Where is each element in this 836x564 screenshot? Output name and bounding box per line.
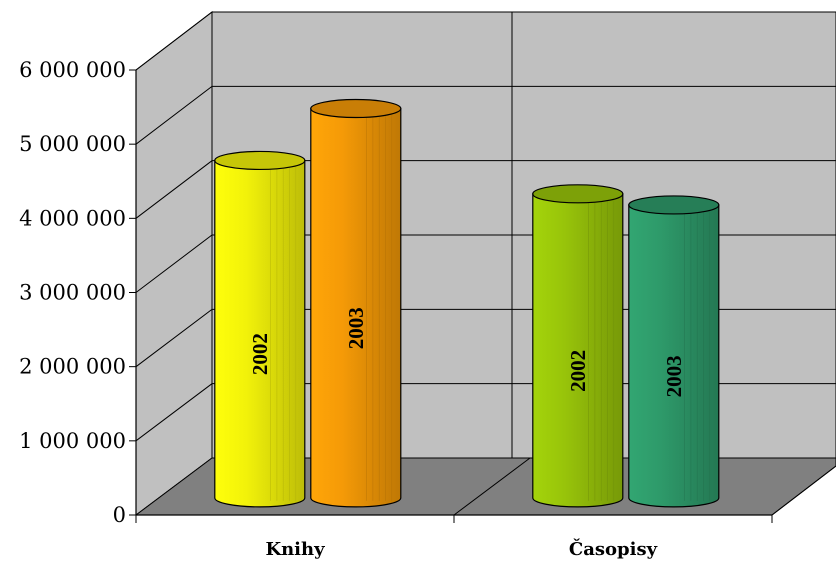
floor-divider [453, 457, 531, 516]
bar-body [628, 204, 720, 508]
bar: 2002 [214, 150, 306, 508]
y-tick-label: 4 000 000 [19, 206, 126, 230]
y-tick-label: 5 000 000 [19, 132, 126, 156]
bar: 2003 [628, 195, 720, 508]
bar: 2003 [310, 98, 402, 508]
gridline [135, 11, 836, 71]
bars: 2002 2003 2002 2003 [214, 98, 720, 508]
gridline [135, 308, 836, 368]
bar-top [310, 98, 402, 119]
y-tick-label: 6 000 000 [19, 58, 126, 82]
bar-top [214, 150, 306, 171]
bar-label: 2002 [566, 350, 590, 392]
gridline [135, 160, 836, 219]
gridline [135, 85, 836, 145]
bar-label: 2003 [344, 307, 368, 349]
y-tick-label: 2 000 000 [19, 355, 126, 379]
gridlines [135, 11, 836, 458]
bar: 2002 [532, 184, 624, 508]
x-category-label: Knihy [265, 539, 325, 560]
bar-label: 2003 [662, 355, 686, 397]
bar-body [214, 159, 306, 508]
x-axis-labels: Knihy Časopisy [135, 457, 773, 560]
bar-label: 2002 [248, 333, 272, 375]
y-tick-label: 1 000 000 [19, 429, 126, 453]
bar-top [532, 184, 624, 204]
gridline [135, 383, 836, 442]
floor-edge [771, 465, 836, 516]
x-category-label: Časopisy [569, 537, 658, 560]
bar-body [310, 107, 402, 508]
gridline [135, 234, 836, 293]
y-tick-label: 0 [113, 503, 126, 527]
bar-top [628, 195, 720, 215]
y-axis-ticks: 0 1 000 000 2 000 000 3 000 000 4 000 000 5 0… [19, 58, 136, 527]
y-tick-label: 3 000 000 [19, 281, 126, 305]
bar-body [532, 193, 624, 508]
